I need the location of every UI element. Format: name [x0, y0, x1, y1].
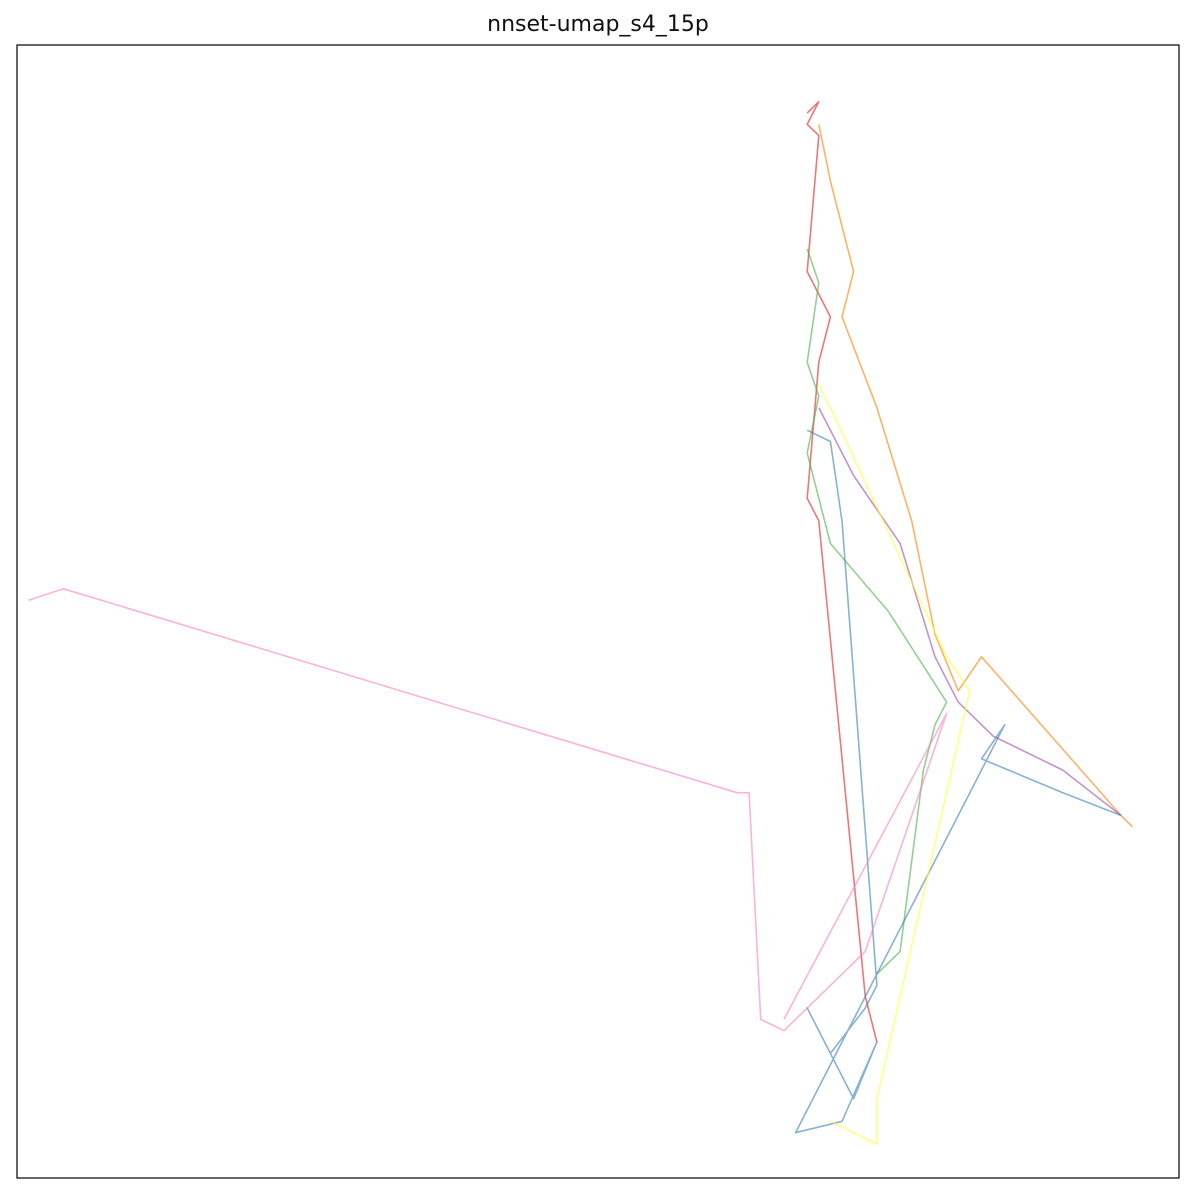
trajectory-series-1: [818, 124, 1134, 828]
trajectory-series-2: [806, 248, 948, 975]
trajectory-series-3: [818, 407, 1122, 817]
trajectory-series-4: [794, 429, 1122, 1134]
series-layer: [28, 100, 1134, 1145]
axes-frame: [16, 44, 1180, 1179]
trajectory-series-0: [806, 100, 878, 1043]
chart-title: nnset-umap_s4_15p: [487, 12, 709, 37]
trajectory-series-5: [818, 384, 971, 1145]
trajectory-series-6: [28, 587, 948, 1032]
